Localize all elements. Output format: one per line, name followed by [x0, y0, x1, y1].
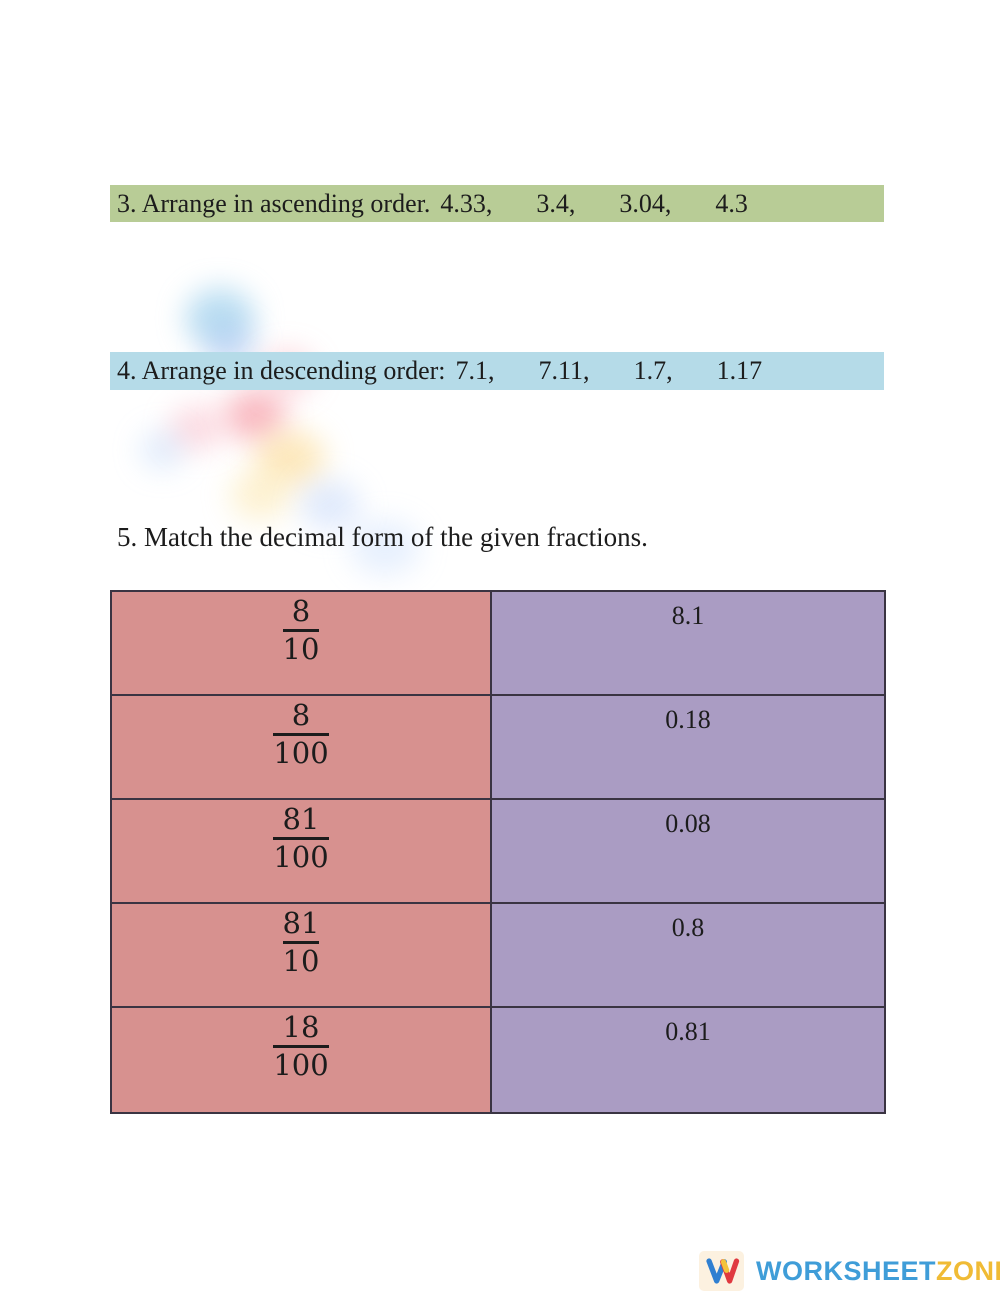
table-row: 18 100 0.81 — [112, 1008, 884, 1112]
fraction: 8 10 — [282, 594, 320, 667]
fraction-bar — [273, 1045, 329, 1049]
question-3-number: 3.04, — [619, 188, 672, 218]
question-4-number: 7.1, — [455, 356, 495, 385]
watermark-blob — [140, 430, 185, 470]
question-3-number: 3.4, — [536, 188, 576, 218]
worksheetzone-w-icon — [699, 1251, 744, 1291]
question-4-number: 1.17 — [716, 356, 763, 385]
fraction-denominator: 100 — [273, 1048, 329, 1083]
question-3-bar: 3. Arrange in ascending order. 4.33, 3.4… — [110, 185, 884, 222]
fraction-denominator: 10 — [282, 944, 320, 979]
decimal-cell[interactable]: 8.1 — [492, 592, 884, 696]
table-row: 81 10 0.8 — [112, 904, 884, 1008]
question-3-text: 3. Arrange in ascending order. — [117, 188, 431, 218]
fraction-cell[interactable]: 81 100 — [112, 800, 492, 904]
decimal-value: 0.18 — [665, 705, 711, 734]
fraction: 8 100 — [273, 698, 329, 771]
watermark-blob — [230, 470, 290, 520]
decimal-value: 0.08 — [665, 809, 711, 838]
question-3-number: 4.3 — [715, 188, 748, 218]
decimal-cell[interactable]: 0.18 — [492, 696, 884, 800]
match-table: 8 10 8.1 8 100 0.18 — [110, 590, 886, 1114]
fraction-cell[interactable]: 8 10 — [112, 592, 492, 696]
fraction: 81 100 — [273, 802, 329, 875]
decimal-cell[interactable]: 0.08 — [492, 800, 884, 904]
fraction: 18 100 — [273, 1010, 329, 1083]
fraction-numerator: 81 — [282, 802, 320, 836]
table-row: 8 10 8.1 — [112, 592, 884, 696]
fraction-denominator: 100 — [273, 736, 329, 771]
fraction-numerator: 81 — [282, 906, 320, 940]
question-4-number: 7.11, — [538, 356, 590, 385]
wordmark-zone: ZONE — [936, 1255, 1000, 1286]
watermark-blob — [255, 430, 325, 485]
fraction-denominator: 10 — [282, 632, 320, 667]
question-4-number: 1.7, — [633, 356, 673, 385]
fraction-cell[interactable]: 81 10 — [112, 904, 492, 1008]
wordmark-worksheet: WORKSHEET — [756, 1255, 936, 1286]
worksheetzone-wordmark: WORKSHEETZONE — [756, 1256, 1000, 1287]
fraction-numerator: 18 — [282, 1010, 320, 1044]
worksheetzone-logo[interactable]: WORKSHEETZONE — [699, 1251, 1000, 1291]
fraction-denominator: 100 — [273, 840, 329, 875]
decimal-value: 8.1 — [671, 601, 705, 630]
question-4-text: 4. Arrange in descending order: — [117, 356, 446, 385]
fraction-bar — [282, 629, 320, 633]
question-5-heading: 5. Match the decimal form of the given f… — [117, 522, 648, 552]
decimal-cell[interactable]: 0.8 — [492, 904, 884, 1008]
fraction-bar — [273, 733, 329, 737]
question-4-bar: 4. Arrange in descending order: 7.1, 7.1… — [110, 352, 884, 390]
watermark-blob — [225, 390, 285, 440]
fraction-cell[interactable]: 18 100 — [112, 1008, 492, 1112]
decimal-value: 0.8 — [671, 913, 705, 942]
fraction-numerator: 8 — [291, 594, 311, 628]
table-row: 8 100 0.18 — [112, 696, 884, 800]
watermark-blob — [170, 405, 225, 450]
fraction-bar — [273, 837, 329, 841]
question-3-number: 4.33, — [440, 188, 493, 218]
table-row: 81 100 0.08 — [112, 800, 884, 904]
fraction-numerator: 8 — [291, 698, 311, 732]
watermark-blob — [185, 288, 255, 348]
fraction-cell[interactable]: 8 100 — [112, 696, 492, 800]
decimal-cell[interactable]: 0.81 — [492, 1008, 884, 1112]
decimal-value: 0.81 — [665, 1017, 711, 1046]
fraction-bar — [282, 941, 320, 945]
fraction: 81 10 — [282, 906, 320, 979]
